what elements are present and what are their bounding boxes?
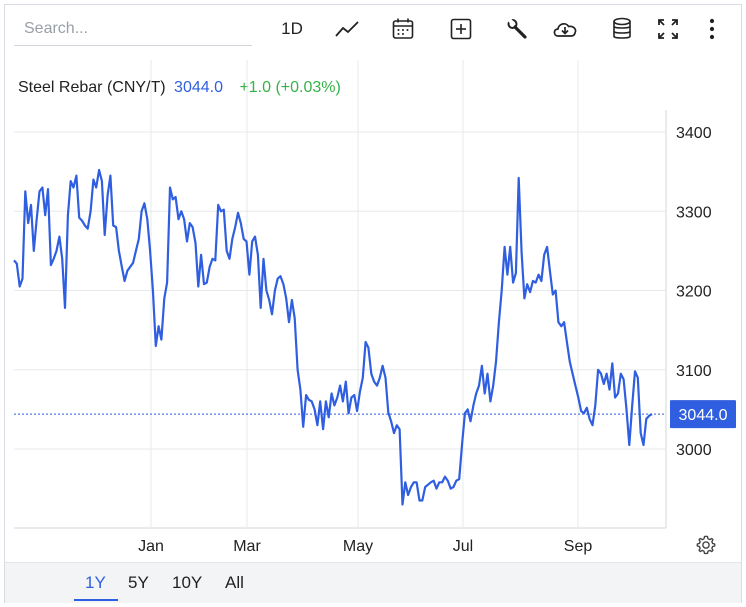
fullscreen-button[interactable] [654,14,682,44]
y-tick-label: 3000 [676,442,712,459]
range-1y-button[interactable]: 1Y [85,573,106,592]
line-chart-icon [335,21,359,37]
series-line-steel-rebar[interactable] [13,168,653,506]
data-button[interactable] [608,14,636,44]
date-range-button[interactable] [389,14,417,44]
x-tick-label: Mar [233,538,261,555]
range-selector-bar [5,562,741,603]
more-vertical-icon [709,18,715,40]
cloud-download-icon [553,23,577,37]
last-price-axis-label: 3044.0 [670,400,736,429]
interval-label: 1D [281,19,303,38]
gear-icon[interactable] [695,534,717,556]
chart-legend: Steel Rebar (CNY/T) 3044.0 +1.0 (+0.03%) [18,79,341,97]
calendar-icon [392,18,414,39]
x-tick-label: May [343,538,373,555]
y-axis-labels: 3000 3100 3200 3300 3400 [676,125,712,459]
x-axis-labels: Jan Mar May Jul Sep [138,538,592,555]
last-price: 3044.0 [174,79,223,96]
search-input[interactable] [14,12,252,46]
database-icon [613,17,631,39]
y-tick-label: 3300 [676,204,712,221]
tools-button[interactable] [503,14,531,44]
x-tick-label: Jul [453,538,473,555]
download-button[interactable] [549,14,581,44]
chart-type-button[interactable] [332,14,362,44]
y-tick-label: 3400 [676,125,712,142]
last-price-axis-text: 3044.0 [679,407,728,424]
wrench-icon [507,17,527,39]
chart-grid [14,60,667,529]
y-tick-label: 3100 [676,363,712,380]
instrument-name: Steel Rebar (CNY/T) [18,79,166,96]
more-menu-button[interactable] [700,14,724,44]
add-indicator-icon [450,18,472,40]
range-10y-button[interactable]: 10Y [172,573,203,592]
range-5y-button[interactable]: 5Y [128,573,149,592]
y-tick-label: 3200 [676,284,712,301]
fullscreen-icon [658,19,678,39]
x-tick-label: Jan [138,538,164,555]
interval-button[interactable]: 1D [276,14,308,44]
active-range-indicator [74,599,118,601]
add-indicator-button[interactable] [447,14,475,44]
price-change: +1.0 (+0.03%) [239,79,341,96]
x-tick-label: Sep [564,538,593,555]
range-all-button[interactable]: All [225,573,244,592]
